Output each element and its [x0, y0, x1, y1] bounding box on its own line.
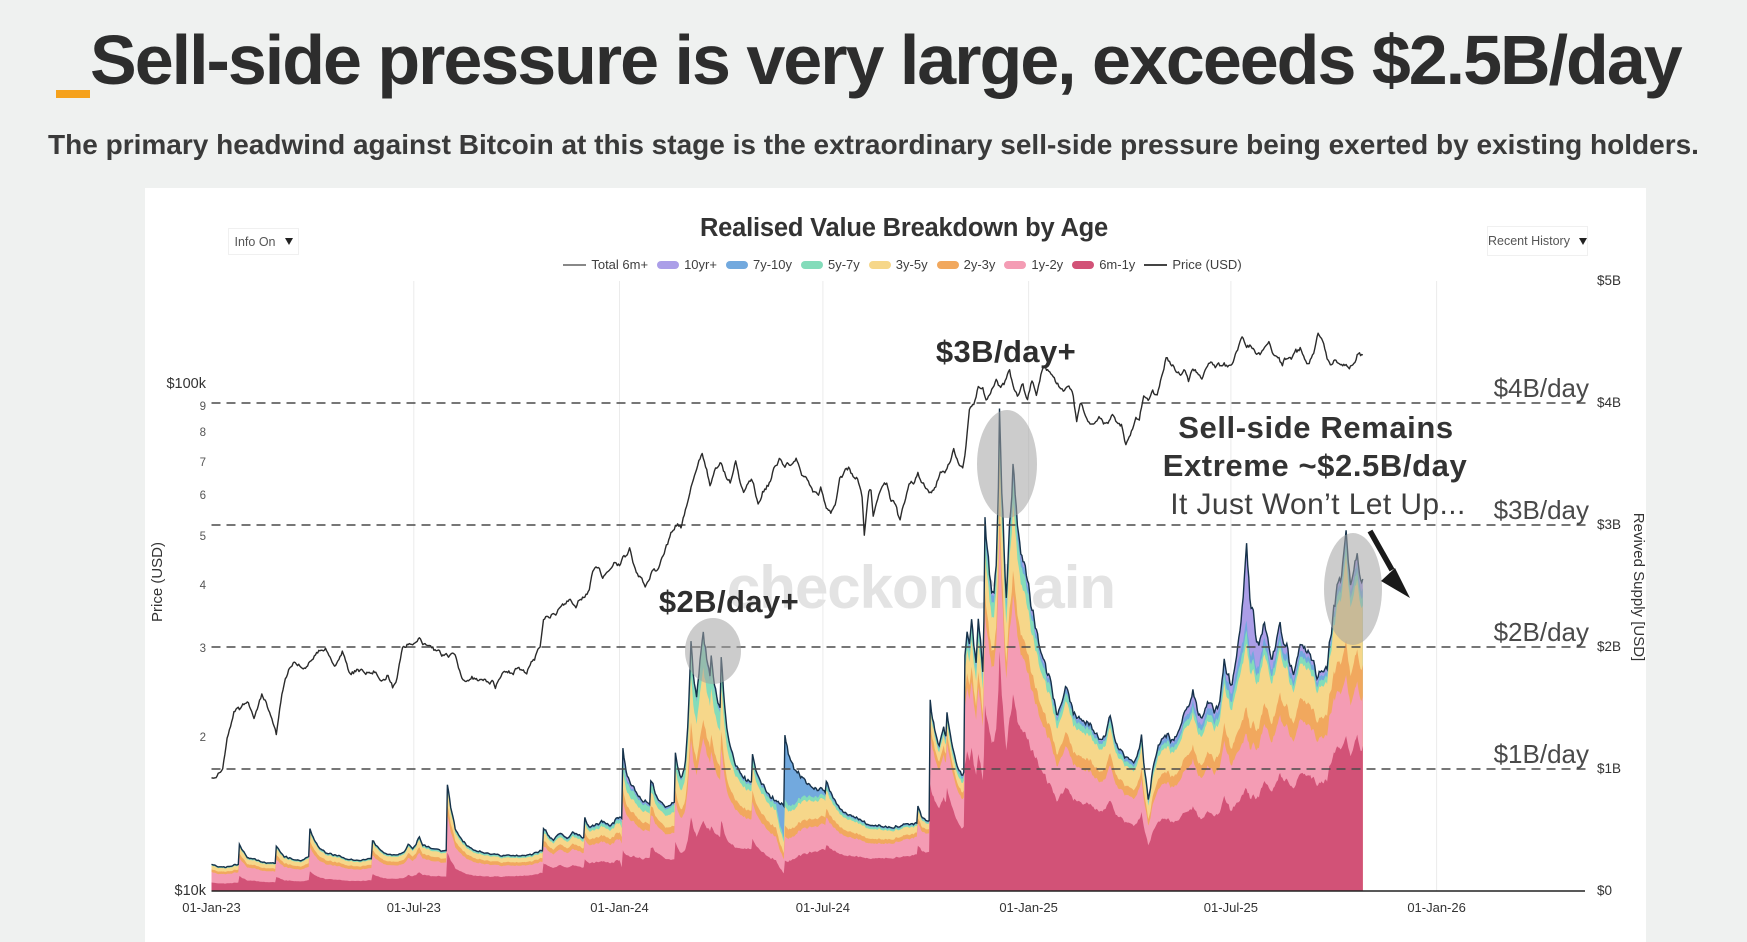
- svg-text:$2B/day+: $2B/day+: [659, 584, 799, 619]
- svg-text:Revived Supply [USD]: Revived Supply [USD]: [1630, 513, 1646, 661]
- svg-text:8: 8: [200, 427, 206, 439]
- svg-text:Extreme ~$2.5B/day: Extreme ~$2.5B/day: [1163, 448, 1468, 483]
- svg-text:01-Jan-24: 01-Jan-24: [590, 900, 649, 915]
- svg-text:01-Jan-26: 01-Jan-26: [1407, 900, 1466, 915]
- svg-text:01-Jul-24: 01-Jul-24: [796, 900, 850, 915]
- svg-text:$1B/day: $1B/day: [1494, 739, 1589, 769]
- svg-text:2: 2: [200, 732, 206, 744]
- svg-text:$4B: $4B: [1597, 395, 1621, 410]
- svg-text:9: 9: [200, 401, 206, 413]
- svg-text:$5B: $5B: [1597, 273, 1621, 288]
- svg-text:4: 4: [200, 580, 207, 592]
- svg-text:01-Jul-25: 01-Jul-25: [1204, 900, 1258, 915]
- svg-text:01-Jul-23: 01-Jul-23: [387, 900, 441, 915]
- svg-text:Sell-side Remains: Sell-side Remains: [1178, 410, 1454, 445]
- svg-text:$3B/day: $3B/day: [1494, 495, 1589, 525]
- svg-text:Realised Value Breakdown by Ag: Realised Value Breakdown by Age: [700, 214, 1108, 242]
- svg-text:$3B/day+: $3B/day+: [936, 334, 1076, 369]
- svg-text:checkonchain: checkonchain: [727, 554, 1115, 621]
- svg-text:5: 5: [200, 531, 206, 543]
- svg-text:It Just Won’t Let Up...: It Just Won’t Let Up...: [1170, 488, 1465, 521]
- svg-text:$1B: $1B: [1597, 761, 1621, 776]
- svg-text:$0: $0: [1597, 883, 1612, 898]
- svg-text:01-Jan-23: 01-Jan-23: [182, 900, 241, 915]
- svg-text:$3B: $3B: [1597, 517, 1621, 532]
- svg-text:$10k: $10k: [175, 883, 207, 899]
- svg-text:$2B: $2B: [1597, 639, 1621, 654]
- svg-text:3: 3: [200, 643, 206, 655]
- svg-text:Price (USD): Price (USD): [149, 542, 166, 622]
- svg-text:$4B/day: $4B/day: [1494, 373, 1589, 403]
- svg-text:$100k: $100k: [166, 376, 206, 392]
- svg-text:6: 6: [200, 490, 206, 502]
- svg-text:7: 7: [200, 457, 206, 469]
- svg-text:$2B/day: $2B/day: [1494, 617, 1589, 647]
- svg-text:01-Jan-25: 01-Jan-25: [999, 900, 1058, 915]
